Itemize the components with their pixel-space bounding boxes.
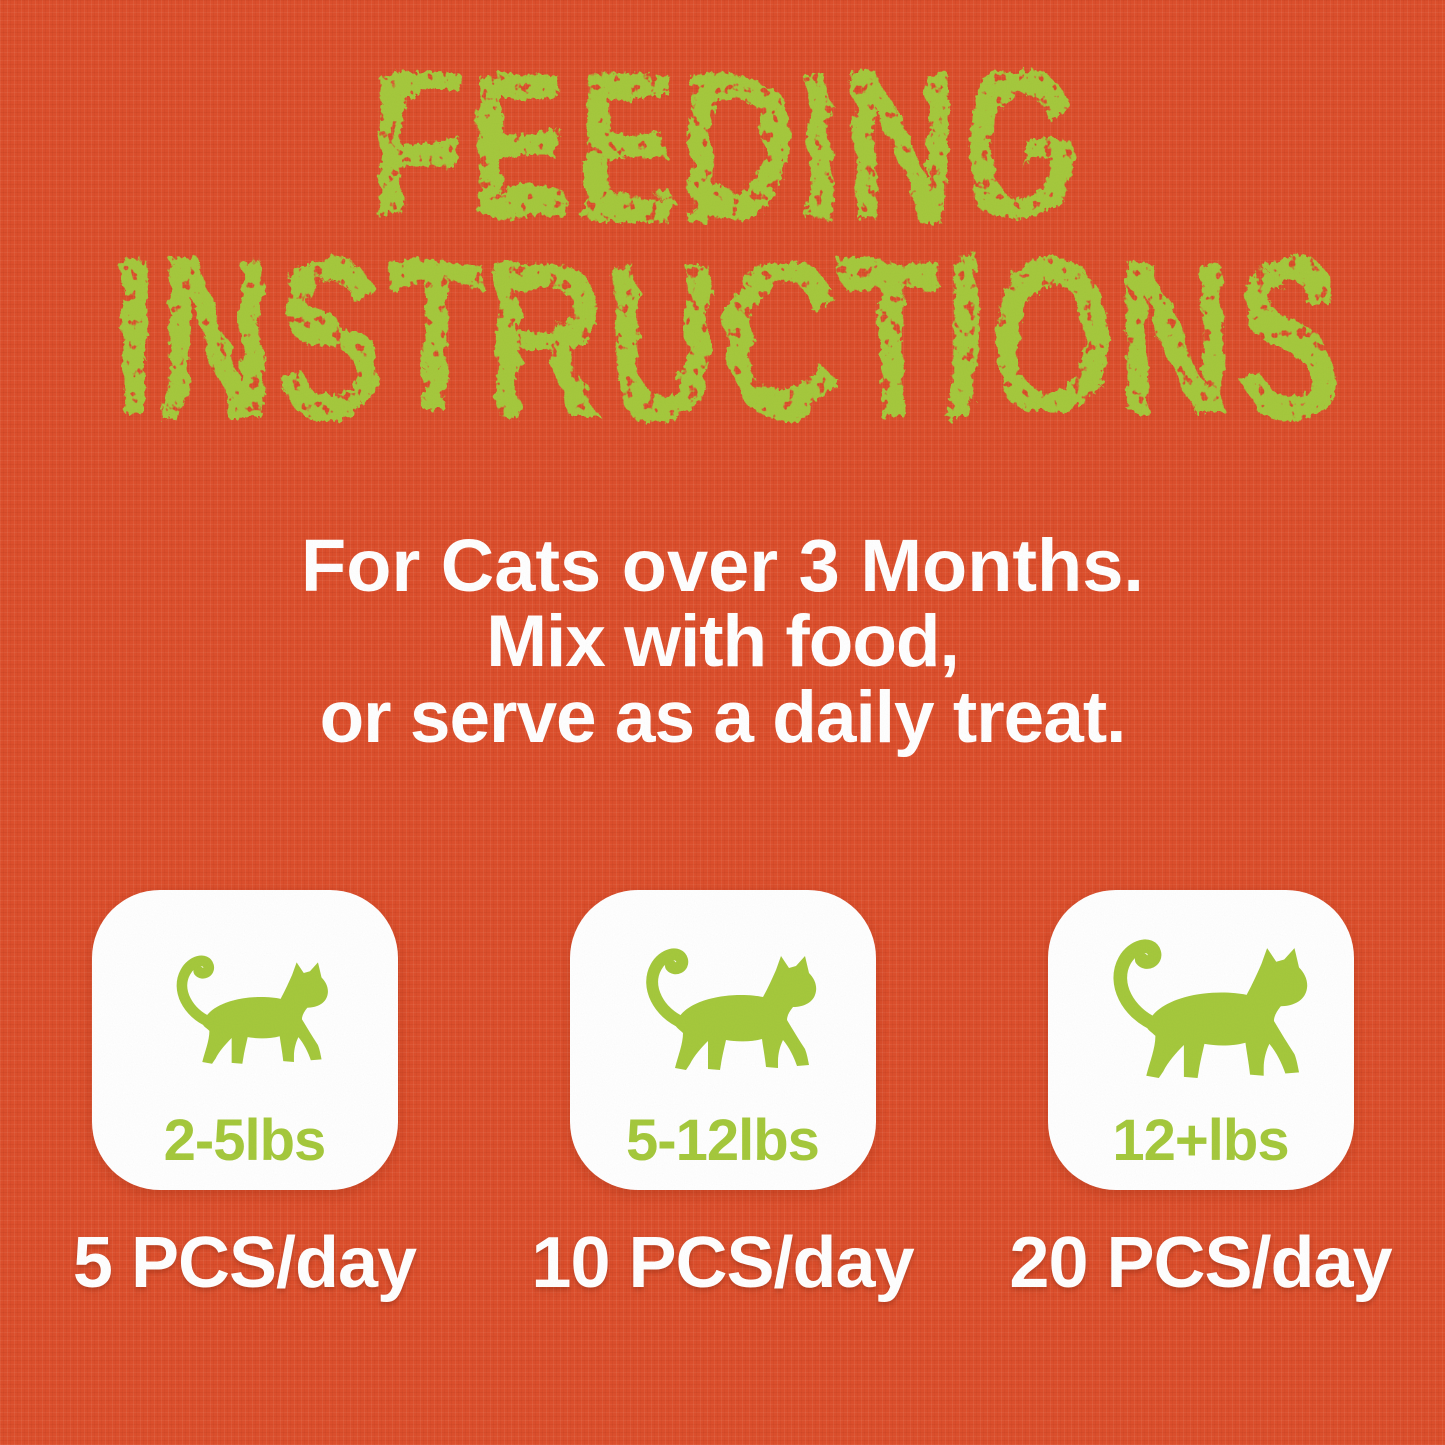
weight-range-label: 5-12lbs [626,1108,820,1173]
subtitle-line-2: Mix with food, [486,601,960,682]
cat-silhouette-medium-icon [623,941,823,1081]
cat-icon-area [1048,916,1354,1106]
cat-icon-area [92,916,398,1106]
weight-card-medium: 5-12lbs [569,890,876,1190]
dosage-label: 5 PCS/day [72,1223,417,1303]
subtitle-block: For Cats over 3 Months. Mix with food, o… [0,528,1445,756]
title-line-instructions: INSTRUCTIONS [106,206,1339,459]
weight-card-column-medium: 5-12lbs 10 PCS/day [531,890,915,1303]
page-title: FEEDING INSTRUCTIONS [0,0,1445,458]
dosage-label: 10 PCS/day [531,1223,914,1303]
weight-card-small: 2-5lbs [91,890,398,1190]
cat-icon-area [570,916,876,1106]
cat-silhouette-large-icon [1087,931,1315,1091]
weight-range-label: 12+lbs [1112,1108,1289,1173]
weight-cards-row: 2-5lbs 5 PCS/day 5-12lbs 10 PCS/day [0,890,1445,1303]
weight-card-column-large: 12+lbs 20 PCS/day [1009,890,1393,1303]
weight-range-label: 2-5lbs [163,1108,327,1173]
dosage-label: 20 PCS/day [1009,1223,1392,1303]
weight-card-column-small: 2-5lbs 5 PCS/day [73,890,417,1303]
subtitle-line-3: or serve as a daily treat. [319,677,1127,758]
subtitle-line-1: For Cats over 3 Months. [301,524,1144,607]
weight-card-large: 12+lbs [1047,890,1354,1190]
cat-silhouette-small-icon [156,949,334,1074]
